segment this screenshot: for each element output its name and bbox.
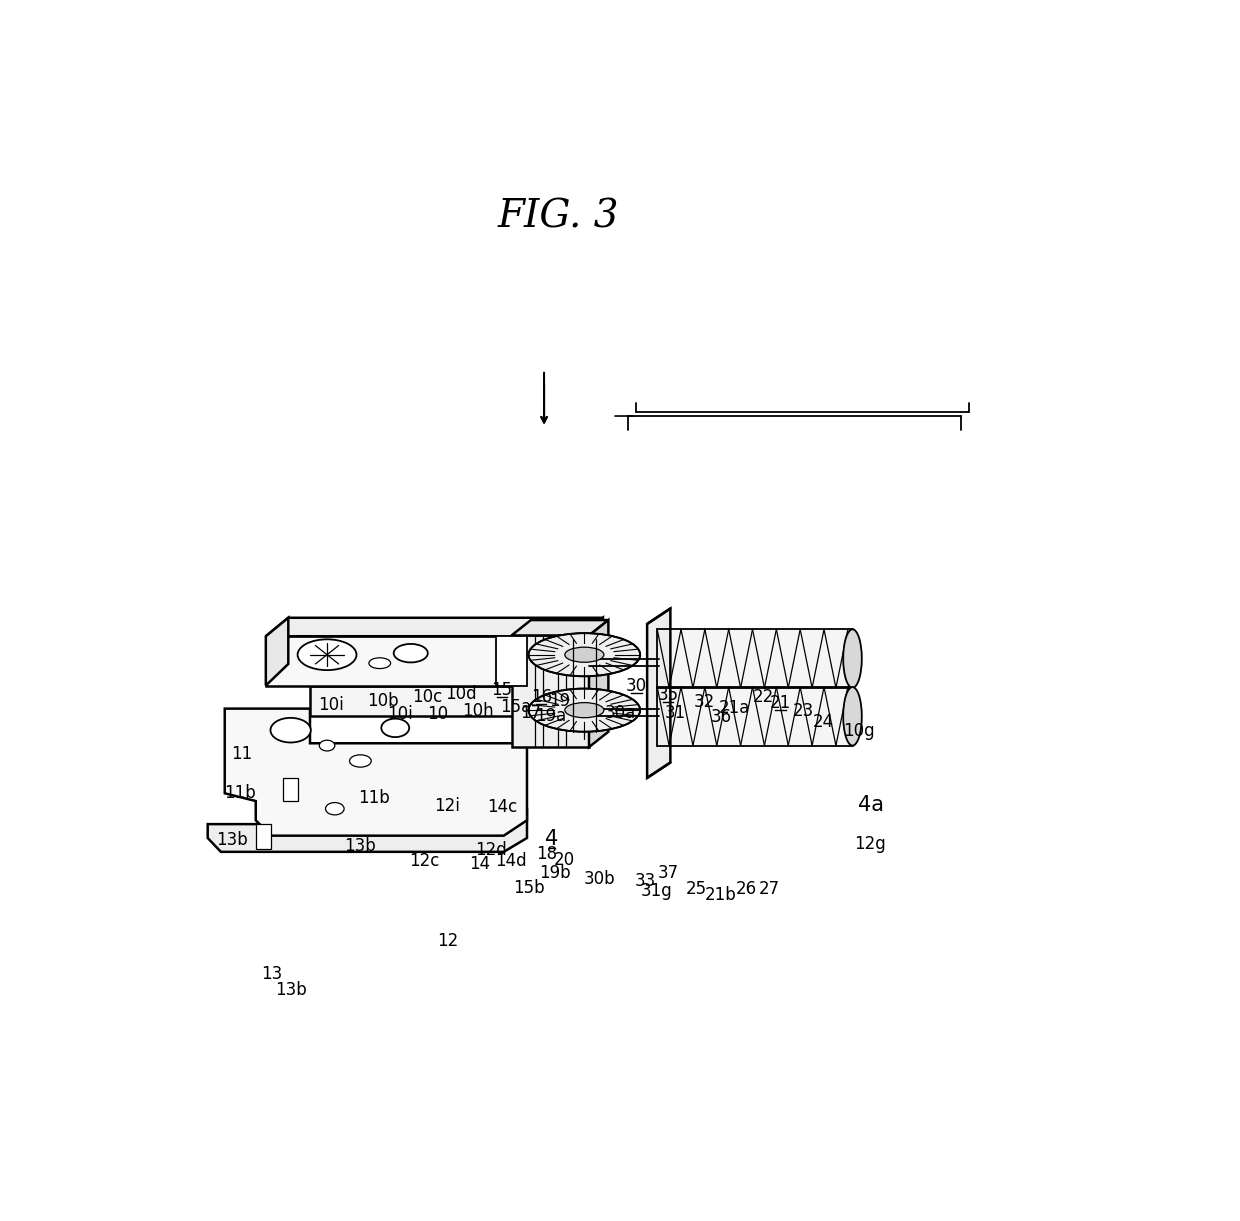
Text: 10i: 10i (317, 696, 343, 714)
Text: 10h: 10h (463, 702, 494, 719)
Text: 31: 31 (665, 703, 686, 722)
Polygon shape (657, 629, 853, 687)
Text: 18: 18 (537, 845, 558, 862)
Polygon shape (511, 620, 609, 635)
Text: 36: 36 (711, 708, 732, 726)
Text: 10i: 10i (387, 706, 413, 723)
Text: 32: 32 (694, 694, 715, 711)
Ellipse shape (528, 634, 640, 676)
Polygon shape (265, 636, 582, 685)
Text: 11b: 11b (223, 784, 255, 802)
Ellipse shape (382, 719, 409, 737)
Text: 19a: 19a (536, 707, 567, 725)
Text: 22: 22 (753, 689, 774, 707)
Polygon shape (207, 811, 527, 852)
Text: 13b: 13b (343, 838, 376, 855)
Text: 12d: 12d (475, 841, 507, 858)
Text: 11: 11 (231, 745, 252, 763)
Text: 21a: 21a (719, 698, 750, 717)
Polygon shape (511, 635, 589, 747)
Text: 26: 26 (735, 880, 756, 899)
Text: 30b: 30b (584, 869, 616, 888)
Polygon shape (310, 685, 582, 717)
Polygon shape (283, 778, 299, 801)
Text: 12: 12 (438, 932, 459, 950)
Text: 16: 16 (531, 689, 552, 707)
Polygon shape (582, 618, 603, 685)
Ellipse shape (370, 658, 391, 669)
Text: 10: 10 (427, 706, 448, 723)
Ellipse shape (843, 629, 862, 687)
Text: 4a: 4a (858, 795, 884, 814)
Text: 4: 4 (546, 829, 558, 850)
Ellipse shape (528, 689, 640, 731)
Text: 21b: 21b (706, 886, 737, 904)
Ellipse shape (350, 755, 371, 767)
Text: 31g: 31g (641, 882, 672, 900)
Text: 21: 21 (770, 694, 791, 712)
Text: 14: 14 (469, 855, 490, 873)
Text: FIG. 3: FIG. 3 (497, 199, 619, 236)
Ellipse shape (394, 643, 428, 663)
Polygon shape (582, 667, 603, 717)
Text: 15b: 15b (513, 879, 544, 897)
Text: 12c: 12c (409, 852, 439, 871)
Text: 19: 19 (549, 692, 570, 711)
Text: 13: 13 (262, 965, 283, 983)
Ellipse shape (320, 740, 335, 751)
Ellipse shape (298, 640, 357, 670)
Polygon shape (265, 618, 288, 685)
Text: 24: 24 (812, 713, 833, 731)
Text: 12g: 12g (854, 835, 885, 853)
Text: 10c: 10c (412, 687, 443, 706)
Text: 14d: 14d (495, 852, 527, 871)
Text: 33: 33 (635, 872, 656, 890)
Text: 19b: 19b (539, 864, 570, 883)
Text: 37: 37 (657, 864, 678, 883)
Text: 20: 20 (554, 851, 575, 869)
Ellipse shape (565, 647, 604, 662)
Text: 15: 15 (491, 681, 512, 698)
Text: 10g: 10g (843, 723, 874, 740)
Text: 10d: 10d (445, 685, 476, 703)
Ellipse shape (843, 687, 862, 746)
Text: 30a: 30a (604, 703, 636, 722)
Ellipse shape (325, 802, 345, 814)
Ellipse shape (565, 702, 604, 718)
Text: 25: 25 (686, 880, 707, 899)
Polygon shape (657, 687, 853, 746)
Text: 11b: 11b (358, 789, 391, 807)
Polygon shape (496, 636, 527, 685)
Ellipse shape (270, 718, 311, 742)
Text: 12i: 12i (434, 796, 460, 814)
Text: 14c: 14c (487, 797, 517, 816)
Text: 13b: 13b (216, 832, 248, 850)
Text: 10b: 10b (367, 692, 398, 711)
Polygon shape (265, 667, 603, 685)
Polygon shape (589, 620, 609, 747)
Text: 27: 27 (759, 880, 780, 899)
Polygon shape (255, 824, 272, 849)
Polygon shape (265, 618, 603, 636)
Polygon shape (224, 708, 527, 835)
Text: 15a: 15a (500, 698, 531, 716)
Text: 17: 17 (521, 705, 542, 723)
Text: 13b: 13b (275, 980, 308, 999)
Text: 23: 23 (794, 702, 815, 719)
Text: 30: 30 (626, 678, 647, 695)
Polygon shape (647, 608, 671, 778)
Text: 35: 35 (657, 686, 678, 703)
